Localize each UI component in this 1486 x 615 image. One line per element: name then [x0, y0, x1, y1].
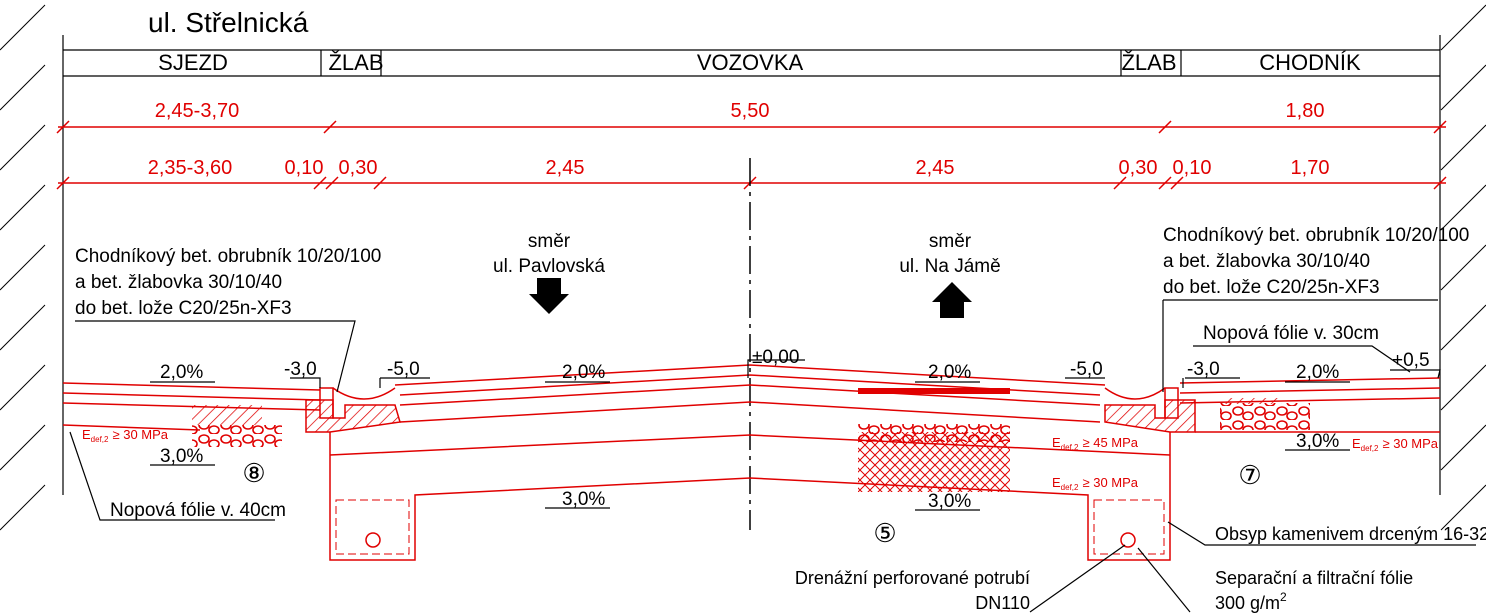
wall-hatch: [0, 245, 45, 290]
modulus-symbol: E: [1352, 436, 1361, 451]
item-number: ⑧: [242, 458, 265, 488]
modulus-sub: def,2: [1061, 443, 1079, 452]
level: -5,0: [1070, 359, 1103, 380]
dimension-lines: 2,45-3,70 5,50 1,80 2,35-3,60 0,10 0,30 …: [57, 100, 1446, 189]
slope: 2,0%: [562, 362, 605, 383]
wall-hatch: [1441, 185, 1486, 230]
header-cell: CHODNÍK: [1259, 50, 1361, 75]
modulus-symbol: E: [82, 427, 91, 442]
modulus-value: ≥ 30 MPa: [112, 427, 168, 442]
dimension: 0,30: [1119, 157, 1158, 179]
dimension: 2,45-3,70: [155, 100, 240, 122]
wall-hatch: [1441, 365, 1486, 410]
modulus: Edef,2≥ 30 MPa: [1052, 475, 1139, 492]
dimension: 1,70: [1291, 157, 1330, 179]
note: do bet. lože C20/25n-XF3: [75, 298, 292, 319]
item-number: ⑤: [873, 518, 896, 548]
wall-hatch: [0, 125, 45, 170]
modulus-value: ≥ 45 MPa: [1082, 435, 1138, 450]
wall-hatch: [1441, 65, 1486, 110]
modulus-sub: def,2: [1061, 483, 1079, 492]
header-row: SJEZD ŽLAB VOZOVKA ŽLAB CHODNÍK: [63, 50, 1440, 76]
modulus: Edef,2≥ 45 MPa: [1052, 435, 1139, 452]
note: do bet. lože C20/25n-XF3: [1163, 277, 1380, 298]
direction-street: ul. Na Jámě: [899, 256, 1000, 277]
callout: Separační a filtrační fólie: [1215, 568, 1413, 588]
wall-hatch: [1441, 125, 1486, 170]
level: -5,0: [387, 359, 420, 380]
wall-hatch: [1441, 425, 1486, 470]
callout: Obsyp kamenivem drceným 16-32: [1215, 524, 1486, 544]
membrane-label: Nopová fólie v. 30cm: [1203, 323, 1379, 344]
header-cell: ŽLAB: [1121, 50, 1176, 75]
header-cell: SJEZD: [158, 50, 228, 75]
slope: 3,0%: [160, 446, 203, 467]
direction-street: ul. Pavlovská: [493, 256, 605, 277]
wall-hatch: [0, 305, 45, 350]
slope: 3,0%: [1296, 431, 1339, 452]
note: a bet. žlabovka 30/10/40: [1163, 251, 1370, 272]
callout: DN110: [975, 593, 1030, 613]
membrane-label: Nopová fólie v. 40cm: [110, 500, 286, 521]
note: a bet. žlabovka 30/10/40: [75, 272, 282, 293]
wall-hatch: [0, 5, 45, 50]
callout: 300 g/m2: [1215, 590, 1287, 613]
slope: 3,0%: [562, 489, 605, 510]
wall-hatch: [0, 485, 45, 530]
note: Chodníkový bet. obrubník 10/20/100: [1163, 225, 1469, 246]
level: -3,0: [1187, 359, 1220, 380]
modulus-symbol: E: [1052, 475, 1061, 490]
wall-hatch: [1441, 305, 1486, 350]
modulus-sub: def,2: [91, 435, 109, 444]
dimension: 2,45: [546, 157, 585, 179]
wall-hatch: [0, 425, 45, 470]
wall-hatch: [1441, 5, 1486, 50]
cross-section: ul. Střelnická SJEZD ŽLAB VOZOVKA ŽLAB C…: [0, 0, 1486, 615]
modulus-sub: def,2: [1361, 444, 1379, 453]
dimension: 2,35-3,60: [148, 157, 233, 179]
dimension: 0,10: [285, 157, 324, 179]
modulus: Edef,2≥ 30 MPa: [1352, 436, 1439, 453]
wall-hatch: [0, 185, 45, 230]
modulus-value: ≥ 30 MPa: [1082, 475, 1138, 490]
direction-label: směr: [528, 231, 571, 252]
wall-hatch: [1441, 245, 1486, 290]
modulus-symbol: E: [1052, 435, 1061, 450]
header-cell: ŽLAB: [328, 50, 383, 75]
slope: 2,0%: [160, 362, 203, 383]
callout-unit: 300 g/m: [1215, 593, 1280, 613]
note: Chodníkový bet. obrubník 10/20/100: [75, 246, 381, 267]
level: +0,5: [1392, 350, 1430, 371]
dimension: 0,30: [339, 157, 378, 179]
slope: 2,0%: [1296, 362, 1339, 383]
header-cell: VOZOVKA: [697, 50, 804, 75]
dimension: 0,10: [1173, 157, 1212, 179]
callout: Drenážní perforované potrubí: [795, 568, 1030, 588]
modulus-value: ≥ 30 MPa: [1382, 436, 1438, 451]
dimension: 2,45: [916, 157, 955, 179]
wall-hatch: [0, 65, 45, 110]
slope: 2,0%: [928, 362, 971, 383]
level: -3,0: [284, 359, 317, 380]
title: ul. Střelnická: [148, 7, 309, 38]
dimension: 1,80: [1286, 100, 1325, 122]
level: ±0,00: [752, 347, 799, 368]
direction-label: směr: [929, 231, 972, 252]
callout-sup: 2: [1280, 590, 1287, 604]
slope: 3,0%: [928, 491, 971, 512]
moduli: Edef,2≥ 30 MPa Edef,2≥ 45 MPa Edef,2≥ 30…: [82, 427, 1439, 492]
wall-hatch: [0, 365, 45, 410]
modulus: Edef,2≥ 30 MPa: [82, 427, 169, 444]
dimension: 5,50: [731, 100, 770, 122]
item-number: ⑦: [1238, 460, 1261, 490]
